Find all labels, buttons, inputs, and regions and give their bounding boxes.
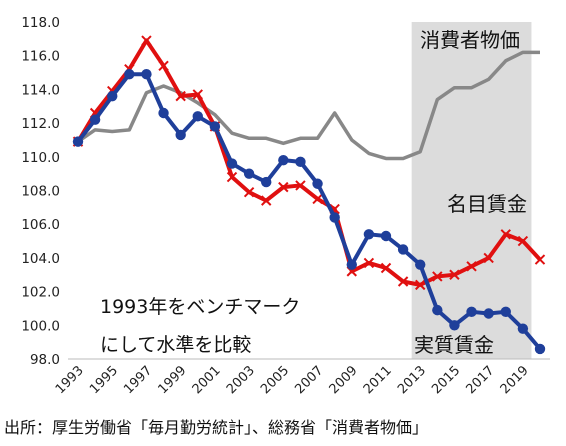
- x-tick-label: 2001: [190, 363, 224, 397]
- data-point: [141, 69, 152, 80]
- shaded-period: [411, 22, 532, 359]
- shaded-region: [411, 22, 532, 359]
- series-group: [72, 69, 546, 355]
- series: [72, 35, 546, 355]
- data-point: [278, 181, 289, 193]
- annotation: 1993年をベンチマーク にして水準を比較: [100, 296, 300, 356]
- data-point: [483, 308, 494, 319]
- y-tick-label: 98.0: [30, 352, 60, 368]
- annotation-line-2: にして水準を比較: [100, 334, 251, 356]
- y-tick-label: 104.0: [21, 251, 60, 267]
- x-tick-labels: 1993 1995 1997 1999 2001 2003 2005 2007 2009 2011…: [53, 363, 532, 397]
- y-tick-label: 114.0: [21, 82, 60, 98]
- data-point: [449, 269, 460, 280]
- series-label: 名目賃金: [447, 192, 527, 216]
- series-line: [76, 72, 542, 351]
- x-tick-label: 2009: [327, 363, 361, 397]
- data-point: [158, 107, 169, 119]
- data-point: [175, 129, 186, 141]
- data-point: [500, 306, 511, 318]
- annotation-line-1: 1993年をベンチマーク: [100, 296, 300, 318]
- x-tick-label: 2013: [395, 363, 429, 397]
- x-tick-label: 2015: [429, 363, 463, 397]
- data-point: [466, 261, 477, 272]
- data-point: [534, 254, 546, 265]
- data-point: [517, 323, 529, 334]
- data-point: [534, 343, 546, 355]
- data-point: [363, 229, 375, 240]
- data-point: [226, 171, 238, 183]
- y-tick-label: 110.0: [21, 150, 60, 166]
- data-point: [415, 279, 426, 291]
- data-point: [449, 320, 460, 331]
- y-tick-label: 118.0: [21, 15, 60, 31]
- series-line: [76, 38, 542, 287]
- y-tick-label: 108.0: [21, 184, 60, 200]
- data-point: [415, 259, 426, 270]
- x-tick-label: 2003: [224, 363, 258, 397]
- data-point: [192, 89, 203, 100]
- y-tick-label: 100.0: [21, 318, 60, 334]
- y-tick-label: 106.0: [21, 217, 60, 233]
- x-tick-label: 1995: [87, 363, 121, 397]
- data-point: [261, 195, 272, 206]
- data-point: [89, 114, 101, 125]
- series-label: 消費者物価: [420, 28, 520, 52]
- data-point: [397, 276, 409, 287]
- data-point: [329, 212, 340, 223]
- data-point: [312, 193, 323, 205]
- x-tick-label: 2007: [292, 363, 326, 397]
- data-point: [192, 111, 203, 122]
- data-point: [107, 90, 118, 102]
- y-tick-label: 102.0: [21, 285, 60, 301]
- data-point: [295, 180, 306, 191]
- y-tick-label: 116.0: [21, 49, 60, 65]
- data-point: [72, 136, 84, 147]
- y-tick-label: 112.0: [21, 116, 60, 132]
- data-point: [466, 306, 477, 318]
- data-point: [312, 178, 323, 189]
- y-tick-labels: 98.0 100.0 102.0 104.0 106.0 108.0 110.0 112.0 1…: [21, 15, 60, 368]
- x-tick-label: 2019: [498, 363, 532, 397]
- data-point: [175, 90, 186, 102]
- data-point: [363, 257, 375, 269]
- data-point: [517, 235, 529, 247]
- data-point: [432, 271, 443, 282]
- x-tick-label: 2011: [361, 363, 395, 397]
- data-point: [141, 35, 152, 46]
- data-point: [380, 262, 392, 274]
- data-point: [226, 158, 238, 169]
- data-point: [278, 154, 289, 166]
- x-tick-label: 2017: [463, 363, 497, 397]
- data-point: [397, 244, 409, 255]
- x-tick-label: 1993: [53, 363, 87, 397]
- data-point: [209, 121, 221, 132]
- data-point: [243, 186, 255, 198]
- data-point: [158, 60, 169, 72]
- data-point: [243, 168, 255, 179]
- x-tick-label: 1997: [121, 363, 155, 397]
- series-label: 実質賃金: [414, 333, 494, 357]
- data-point: [380, 230, 392, 242]
- source-note: 出所：厚生労働省「毎月勤労統計」、総務省「消費者物価」: [4, 418, 429, 437]
- data-point: [124, 69, 135, 80]
- data-point: [483, 252, 494, 264]
- data-point: [295, 156, 306, 168]
- data-point: [261, 176, 272, 188]
- x-tick-label: 1999: [155, 363, 189, 397]
- x-tick-label: 2005: [258, 363, 292, 397]
- data-point: [500, 229, 511, 240]
- data-point: [346, 259, 357, 270]
- data-point: [432, 304, 443, 316]
